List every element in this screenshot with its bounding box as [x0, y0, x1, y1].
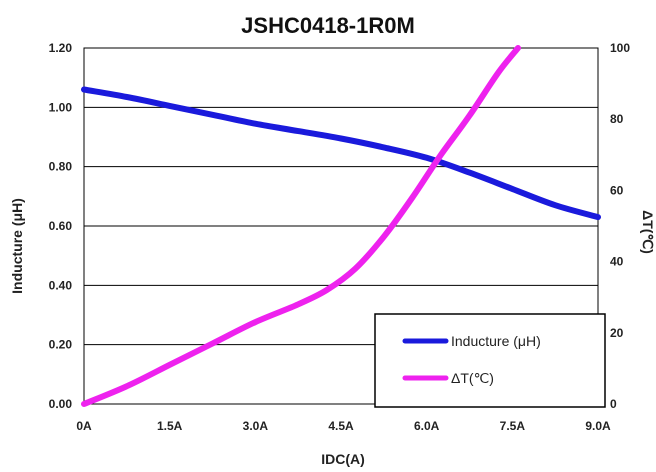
x-tick-labels: 0A 1.5A 3.0A 4.5A 6.0A 7.5A 9.0A — [76, 419, 611, 433]
plot-frame — [83, 47, 599, 405]
x-tick-label: 4.5A — [328, 419, 354, 433]
y-tick-label: 0.00 — [49, 397, 73, 411]
y2-tick-label: 100 — [610, 41, 630, 55]
y-tick-label: 0.60 — [49, 219, 73, 233]
y-tick-label: 0.40 — [49, 278, 73, 292]
y-axis-label: Inducture (μH) — [9, 198, 25, 294]
x-tick-label: 6.0A — [414, 419, 440, 433]
series-line-temperature — [81, 45, 521, 407]
y2-tick-label: 20 — [610, 326, 624, 340]
series-line-inductance — [81, 86, 601, 221]
legend-box — [374, 313, 606, 408]
y2-axis-label: ΔT(℃) — [640, 210, 656, 254]
y-tick-label: 0.20 — [49, 338, 73, 352]
y-tick-label: 1.20 — [49, 41, 73, 55]
x-tick-label: 9.0A — [585, 419, 611, 433]
legend-label-temperature: ΔT(℃) — [451, 370, 494, 386]
y2-tick-label: 60 — [610, 183, 624, 197]
legend: Inducture (μH) ΔT(℃) — [374, 313, 606, 408]
legend-label-inductance: Inducture (μH) — [451, 333, 541, 349]
x-tick-label: 1.5A — [157, 419, 183, 433]
chart-title: JSHC0418-1R0M — [241, 13, 415, 38]
x-tick-label: 7.5A — [500, 419, 526, 433]
x-tick-label: 0A — [76, 419, 92, 433]
series-lines — [81, 45, 601, 407]
y-tick-labels: 0.00 0.20 0.40 0.60 0.80 1.00 1.20 — [49, 41, 73, 411]
y2-tick-labels: 0 20 40 60 80 100 — [610, 41, 630, 411]
y-tick-label: 1.00 — [49, 100, 73, 114]
x-axis-label: IDC(A) — [321, 451, 365, 467]
y2-tick-label: 0 — [610, 397, 617, 411]
x-tick-label: 3.0A — [243, 419, 269, 433]
y-tick-label: 0.80 — [49, 160, 73, 174]
grid-lines — [84, 106, 598, 346]
y2-tick-label: 80 — [610, 112, 624, 126]
y2-tick-label: 40 — [610, 255, 624, 269]
